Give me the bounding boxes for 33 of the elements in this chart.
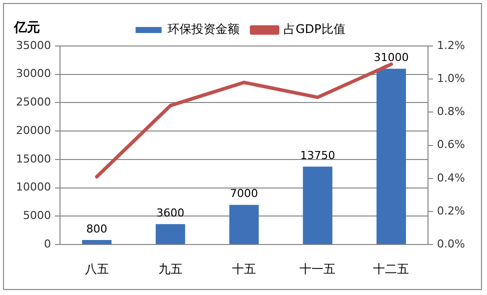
bar bbox=[229, 204, 259, 244]
y2-tick-label: 0.0% bbox=[437, 237, 466, 250]
x-tick-label: 九五 bbox=[158, 262, 182, 276]
bar bbox=[302, 166, 332, 244]
legend-label: 占GDP比值 bbox=[284, 22, 346, 36]
data-label: 3600 bbox=[156, 206, 184, 220]
y-axis-title: 亿元 bbox=[13, 20, 40, 36]
data-label: 13750 bbox=[300, 148, 336, 162]
y2-tick-label: 0.8% bbox=[437, 105, 466, 118]
bar bbox=[376, 68, 406, 244]
y2-tick-label: 0.4% bbox=[437, 171, 466, 184]
x-tick-label: 八五 bbox=[84, 262, 109, 276]
data-label: 7000 bbox=[230, 187, 258, 200]
legend-label: 环保投资金额 bbox=[168, 22, 240, 36]
y2-tick-label: 0.2% bbox=[437, 204, 466, 218]
y-tick-label: 30000 bbox=[16, 67, 51, 80]
y-tick-label: 5000 bbox=[22, 209, 51, 222]
y-tick-label: 25000 bbox=[16, 96, 51, 109]
x-tick-label: 十二五 bbox=[373, 262, 410, 276]
y-tick-label: 15000 bbox=[16, 152, 51, 166]
bar bbox=[82, 240, 112, 244]
y-tick-label: 35000 bbox=[16, 38, 51, 52]
bar bbox=[156, 224, 186, 244]
y2-tick-label: 0.6% bbox=[437, 138, 466, 152]
x-tick-label: 十五 bbox=[232, 262, 256, 276]
x-tick-label: 十一五 bbox=[300, 262, 336, 276]
y-tick-label: 0 bbox=[44, 237, 51, 250]
y2-tick-label: 1.2% bbox=[437, 38, 466, 52]
data-label: 800 bbox=[86, 222, 108, 236]
y-tick-label: 20000 bbox=[16, 124, 51, 137]
data-label: 31000 bbox=[374, 51, 409, 64]
y-tick-label: 10000 bbox=[16, 180, 51, 194]
y2-tick-label: 1.0% bbox=[437, 72, 466, 85]
